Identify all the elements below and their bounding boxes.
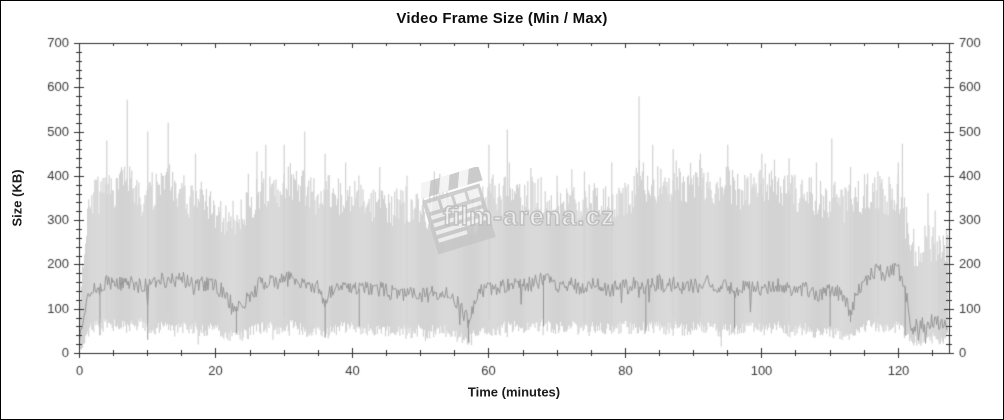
x-axis-label: Time (minutes) [467, 384, 561, 400]
y-axis-label: Size (KB) [9, 169, 25, 227]
chart-title: Video Frame Size (Min / Max) [396, 10, 608, 27]
